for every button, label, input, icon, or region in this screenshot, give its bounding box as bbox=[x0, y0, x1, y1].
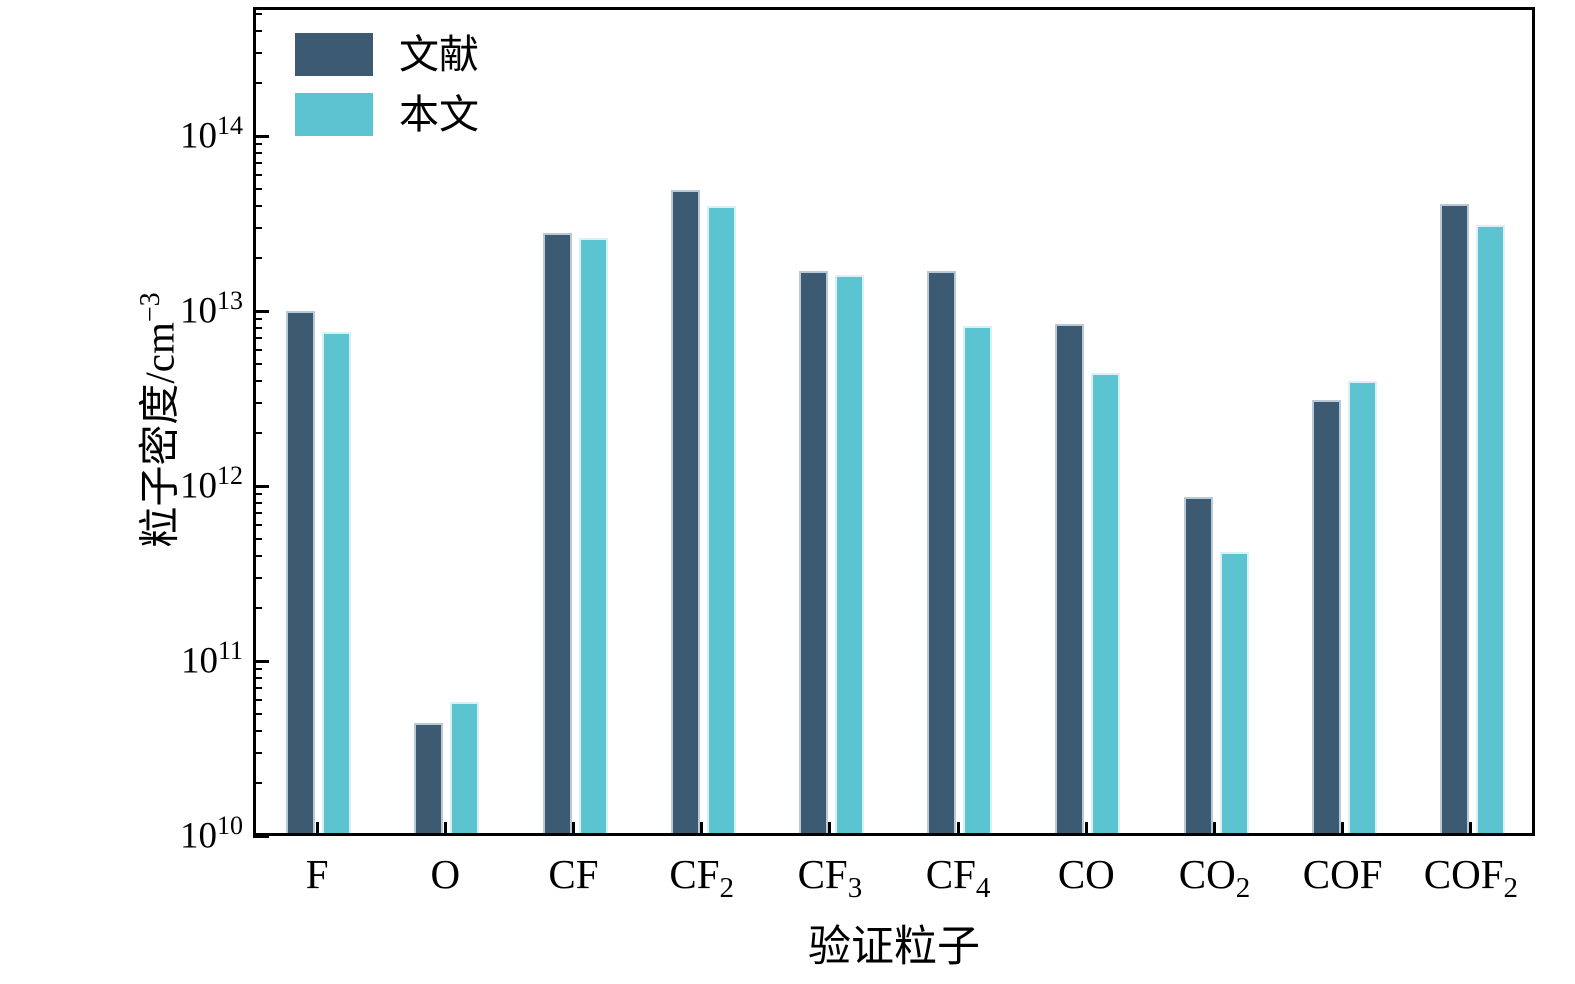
x-tick-label-O: O bbox=[430, 851, 461, 897]
bar-this-work-CF bbox=[578, 238, 608, 836]
bar-this-work-CO bbox=[1091, 373, 1121, 836]
legend-item-literature: 文献 bbox=[295, 33, 479, 76]
x-tick-CF3 bbox=[828, 822, 832, 836]
y-minor-tick bbox=[253, 782, 262, 785]
bar-this-work-O bbox=[450, 702, 480, 836]
bar-literature-CO bbox=[1055, 324, 1085, 836]
bar-literature-O bbox=[414, 723, 444, 836]
x-tick-CF4 bbox=[956, 822, 960, 836]
y-minor-tick bbox=[253, 512, 262, 515]
y-minor-tick bbox=[253, 698, 262, 701]
y-tick-label-1e14: 1014 bbox=[180, 111, 243, 157]
y-minor-tick bbox=[253, 318, 262, 320]
y-tick-label-1e11: 1011 bbox=[180, 636, 243, 682]
y-minor-tick bbox=[253, 493, 262, 495]
y-tick-label-1e12: 1012 bbox=[180, 461, 243, 507]
bar-this-work-F bbox=[322, 331, 352, 836]
bar-literature-COF2 bbox=[1439, 203, 1469, 836]
y-minor-tick bbox=[253, 362, 262, 365]
y-minor-tick bbox=[253, 687, 262, 690]
bar-literature-CF3 bbox=[798, 270, 828, 836]
y-minor-tick bbox=[253, 576, 262, 579]
y-minor-tick bbox=[253, 668, 262, 670]
y-minor-tick bbox=[253, 29, 262, 32]
y-minor-tick bbox=[253, 257, 262, 260]
y-minor-tick bbox=[253, 173, 262, 176]
y-minor-tick bbox=[253, 187, 262, 190]
x-tick-label-COF: COF bbox=[1302, 851, 1383, 897]
x-tick-label-CO2: CO2 bbox=[1178, 851, 1251, 905]
y-minor-tick bbox=[253, 537, 262, 540]
x-axis-title: 验证粒子 bbox=[808, 924, 980, 971]
bar-this-work-COF2 bbox=[1475, 225, 1505, 836]
y-major-tick-1e11 bbox=[253, 659, 269, 663]
bar-literature-CF2 bbox=[670, 190, 700, 836]
y-axis-title-main: 粒子密度/cm bbox=[136, 322, 183, 548]
y-tick-label-1e10: 1010 bbox=[180, 811, 243, 857]
y-minor-tick bbox=[253, 337, 262, 340]
x-tick-label-CF: CF bbox=[548, 851, 599, 897]
bar-this-work-CF2 bbox=[706, 205, 736, 836]
y-minor-tick bbox=[253, 151, 262, 154]
y-minor-tick bbox=[253, 82, 262, 85]
legend-label-this-work: 本文 bbox=[399, 91, 479, 137]
legend: 文献 本文 bbox=[295, 33, 479, 153]
bar-this-work-CF3 bbox=[834, 275, 864, 836]
x-tick-O bbox=[443, 822, 447, 836]
y-minor-tick bbox=[253, 348, 262, 351]
y-minor-tick bbox=[253, 143, 262, 145]
x-tick-F bbox=[315, 822, 319, 836]
x-tick-label-F: F bbox=[305, 851, 329, 897]
y-minor-tick bbox=[253, 554, 262, 557]
legend-label-literature: 文献 bbox=[399, 31, 479, 77]
legend-swatch-this-work bbox=[295, 93, 373, 136]
y-major-tick-1e10 bbox=[253, 834, 269, 838]
bar-this-work-CF4 bbox=[963, 326, 993, 836]
y-minor-tick bbox=[253, 401, 262, 404]
y-minor-tick bbox=[253, 226, 262, 229]
bar-literature-F bbox=[286, 311, 316, 836]
x-tick-label-CF3: CF3 bbox=[797, 851, 863, 905]
y-minor-tick bbox=[253, 751, 262, 754]
bar-literature-CF bbox=[542, 232, 572, 836]
y-minor-tick bbox=[253, 729, 262, 732]
x-tick-COF bbox=[1341, 822, 1345, 836]
x-tick-CO bbox=[1084, 822, 1088, 836]
y-minor-tick bbox=[253, 51, 262, 54]
bar-this-work-COF bbox=[1347, 380, 1377, 836]
y-minor-tick bbox=[253, 712, 262, 715]
y-minor-tick bbox=[253, 676, 262, 679]
y-minor-tick bbox=[253, 523, 262, 526]
bar-this-work-CO2 bbox=[1219, 551, 1249, 836]
bar-literature-CF4 bbox=[927, 270, 957, 836]
x-tick-CF2 bbox=[700, 822, 704, 836]
plot-area bbox=[253, 7, 1535, 838]
y-minor-tick bbox=[253, 204, 262, 207]
y-axis-title: 粒子密度/cm−3 bbox=[126, 292, 186, 547]
bar-literature-CO2 bbox=[1183, 497, 1213, 836]
y-minor-tick bbox=[253, 501, 262, 504]
bar-literature-COF bbox=[1311, 400, 1341, 836]
y-minor-tick bbox=[253, 326, 262, 329]
x-tick-COF2 bbox=[1469, 822, 1473, 836]
legend-item-this-work: 本文 bbox=[295, 93, 479, 136]
y-major-tick-1e12 bbox=[253, 484, 269, 488]
x-tick-CF bbox=[572, 822, 575, 836]
y-minor-tick bbox=[253, 379, 262, 382]
y-major-tick-1e13 bbox=[253, 309, 269, 313]
x-tick-label-CO: CO bbox=[1057, 851, 1115, 897]
x-tick-label-CF2: CF2 bbox=[669, 851, 735, 905]
y-tick-label-1e13: 1013 bbox=[180, 286, 243, 332]
y-major-tick-1e14 bbox=[253, 134, 269, 138]
legend-swatch-literature bbox=[295, 33, 373, 76]
x-tick-label-CF4: CF4 bbox=[925, 851, 991, 905]
y-minor-tick bbox=[253, 432, 262, 435]
x-tick-CO2 bbox=[1213, 822, 1216, 836]
y-minor-tick bbox=[253, 12, 262, 15]
y-axis-title-exponent: −3 bbox=[134, 292, 166, 323]
y-minor-tick bbox=[253, 607, 262, 610]
y-minor-tick bbox=[253, 162, 262, 165]
x-tick-label-COF2: COF2 bbox=[1423, 851, 1519, 905]
